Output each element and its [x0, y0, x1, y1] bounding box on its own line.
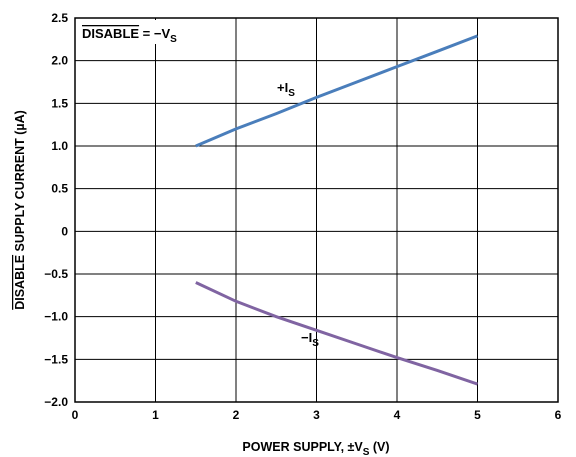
- y-tick-label: −1.0: [44, 310, 68, 324]
- x-tick-label: 2: [233, 408, 240, 422]
- x-tick-label: 1: [152, 408, 159, 422]
- y-tick-label: −0.5: [44, 267, 68, 281]
- plot-border: [74, 17, 559, 403]
- x-tick-label: 0: [72, 408, 79, 422]
- series-line-0: [195, 34, 479, 148]
- annotation-box: [77, 20, 235, 44]
- plot-frame: [74, 17, 559, 403]
- series-lines: [195, 34, 479, 386]
- tick-labels: 0 1 2 3 4 5 6 2.5 2.0 1.5 1.0 0.5 0 −0.5 −1.0 −1.5 −2.0: [44, 11, 561, 422]
- y-tick-label: 2.5: [51, 11, 68, 25]
- svg-text:DISABLE = −VS: DISABLE = −VS: [82, 26, 177, 45]
- annotation-overline-text: DISABLE: [82, 26, 139, 41]
- x-tick-label: 5: [474, 408, 481, 422]
- condition-annotation: DISABLE = −VS: [77, 20, 235, 45]
- x-tick-label: 4: [394, 408, 401, 422]
- annotation-text: = −V: [139, 26, 170, 41]
- x-tick-label: 6: [555, 408, 562, 422]
- y-tick-label: 1.5: [51, 96, 68, 110]
- x-axis-title: POWER SUPPLY, ±VS (V): [242, 440, 389, 457]
- series-line-1: [195, 281, 478, 386]
- y-tick-label: −1.5: [44, 352, 68, 366]
- x-tick-label: 3: [313, 408, 320, 422]
- annotation-subscript: S: [170, 34, 177, 45]
- y-tick-label: 2.0: [51, 54, 68, 68]
- y-tick-label: 0: [61, 224, 68, 238]
- y-axis-title: DISABLE SUPPLY CURRENT (µA): [13, 110, 27, 310]
- series-label-negative: −IS: [301, 330, 319, 349]
- y-tick-label: 1.0: [51, 139, 68, 153]
- series-label-positive: +IS: [277, 80, 295, 99]
- y-tick-label: −2.0: [44, 395, 68, 409]
- y-tick-label: 0.5: [51, 182, 68, 196]
